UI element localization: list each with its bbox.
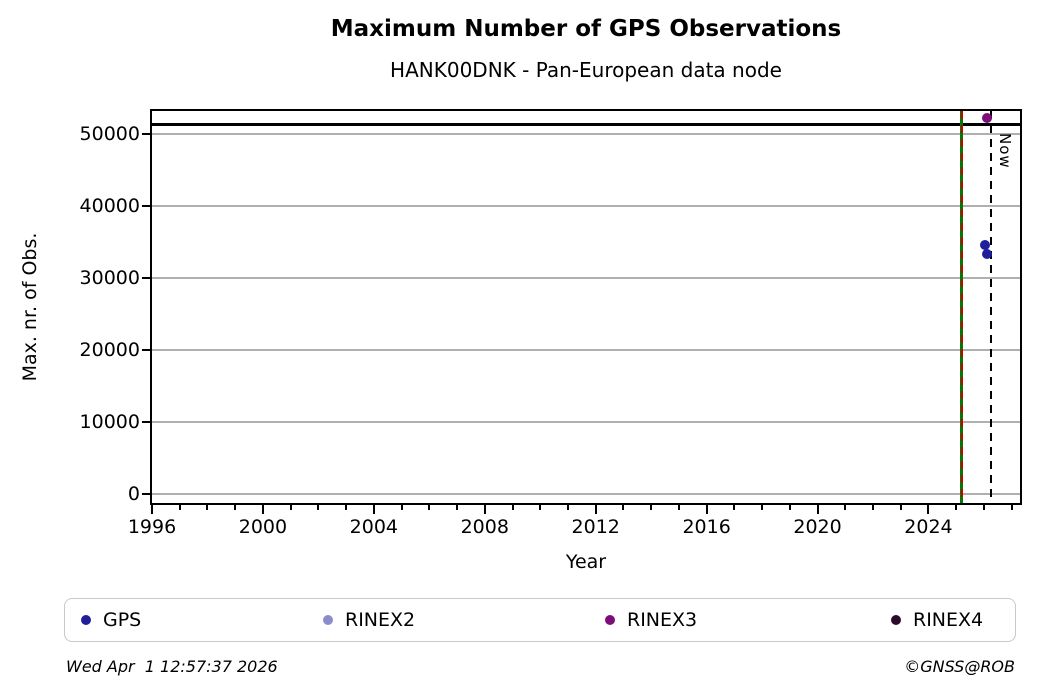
x-tick-minor bbox=[1010, 505, 1013, 510]
legend-label-rinex2: RINEX2 bbox=[345, 609, 416, 631]
y-tick bbox=[142, 421, 150, 424]
x-tick-minor bbox=[955, 505, 958, 510]
legend-dot-rinex2 bbox=[323, 615, 333, 625]
x-tick-label: 2004 bbox=[349, 516, 399, 538]
y-tick bbox=[142, 133, 150, 136]
x-tick-minor bbox=[982, 505, 985, 510]
y-tick bbox=[142, 205, 150, 208]
x-tick-major bbox=[816, 505, 819, 514]
legend-label-rinex3: RINEX3 bbox=[627, 609, 698, 631]
data-point-gps bbox=[981, 248, 992, 259]
chart-title: Maximum Number of GPS Observations bbox=[330, 16, 842, 42]
data-point-rinex3 bbox=[981, 112, 992, 123]
x-tick-major bbox=[372, 505, 375, 514]
legend-dot-rinex3 bbox=[605, 615, 615, 625]
data-point-gps bbox=[980, 240, 991, 251]
y-tick-label: 30000 bbox=[79, 267, 140, 290]
x-tick-minor bbox=[539, 505, 542, 510]
x-tick-minor bbox=[761, 505, 764, 510]
x-tick-minor bbox=[456, 505, 459, 510]
legend-item-rinex3: RINEX3 bbox=[605, 599, 697, 641]
y-tick-label: 0 bbox=[127, 483, 140, 506]
legend-item-gps: GPS bbox=[81, 599, 141, 641]
timestamp: Wed Apr 1 12:57:37 2026 bbox=[66, 657, 278, 676]
x-tick-major bbox=[594, 505, 597, 514]
x-tick-minor bbox=[289, 505, 292, 510]
x-tick-major bbox=[927, 505, 930, 514]
x-tick-label: 2024 bbox=[904, 516, 953, 538]
legend-item-rinex2: RINEX2 bbox=[323, 599, 415, 641]
max-obs-line bbox=[152, 123, 1020, 127]
y-tick-label: 20000 bbox=[79, 339, 140, 362]
x-tick-minor bbox=[844, 505, 847, 510]
x-tick-minor bbox=[234, 505, 237, 510]
x-tick-minor bbox=[872, 505, 875, 510]
legend-item-rinex4: RINEX4 bbox=[891, 599, 983, 641]
legend-label-rinex4: RINEX4 bbox=[913, 609, 984, 631]
x-tick-major bbox=[151, 505, 153, 514]
x-tick-minor bbox=[428, 505, 431, 510]
last-data-line bbox=[960, 111, 963, 503]
x-tick-label: 1996 bbox=[127, 516, 177, 538]
gridline bbox=[152, 493, 1020, 496]
y-axis-label: Max. nr. of Obs. bbox=[19, 232, 41, 382]
credit: ©GNSS@ROB bbox=[904, 657, 1015, 676]
x-axis-label: Year bbox=[565, 551, 607, 573]
y-tick bbox=[142, 277, 150, 280]
x-tick-label: 2008 bbox=[460, 516, 509, 538]
x-tick-major bbox=[483, 505, 486, 514]
y-tick-label: 50000 bbox=[79, 123, 140, 146]
gridline bbox=[152, 277, 1020, 280]
legend-dot-rinex4 bbox=[891, 615, 901, 625]
y-tick bbox=[142, 493, 150, 496]
x-tick-minor bbox=[400, 505, 403, 510]
now-line-label: Now bbox=[995, 133, 1014, 169]
x-tick-label: 2016 bbox=[682, 516, 731, 538]
x-tick-label: 2020 bbox=[793, 516, 842, 538]
x-tick-minor bbox=[566, 505, 569, 510]
chart-subtitle: HANK00DNK - Pan-European data node bbox=[390, 58, 782, 82]
y-tick bbox=[142, 349, 150, 352]
x-tick-minor bbox=[178, 505, 181, 510]
x-tick-minor bbox=[317, 505, 320, 510]
x-tick-minor bbox=[622, 505, 625, 510]
gridline bbox=[152, 133, 1020, 136]
x-tick-minor bbox=[206, 505, 209, 510]
x-tick-minor bbox=[899, 505, 902, 510]
gridline bbox=[152, 349, 1020, 352]
legend-dot-gps bbox=[81, 615, 91, 625]
x-tick-minor bbox=[677, 505, 680, 510]
x-tick-minor bbox=[511, 505, 514, 510]
now-line bbox=[989, 111, 992, 503]
x-tick-major bbox=[261, 505, 264, 514]
x-tick-minor bbox=[650, 505, 653, 510]
x-tick-major bbox=[705, 505, 708, 514]
x-tick-minor bbox=[345, 505, 348, 510]
x-tick-label: 2012 bbox=[571, 516, 620, 538]
x-tick-label: 2000 bbox=[238, 516, 288, 538]
gridline bbox=[152, 421, 1020, 424]
plot-area bbox=[150, 109, 1022, 505]
gridline bbox=[152, 205, 1020, 208]
y-tick-label: 10000 bbox=[79, 411, 140, 434]
x-tick-minor bbox=[733, 505, 736, 510]
legend: GPS RINEX2 RINEX3 RINEX4 bbox=[64, 598, 1016, 642]
legend-label-gps: GPS bbox=[103, 609, 142, 631]
y-tick-label: 40000 bbox=[79, 195, 140, 218]
x-tick-minor bbox=[788, 505, 791, 510]
